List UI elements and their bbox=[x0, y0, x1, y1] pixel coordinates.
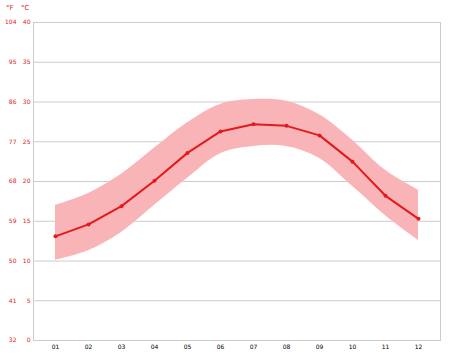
html-text:°C: °C bbox=[21, 4, 30, 12]
html-text:°F: °F bbox=[6, 4, 14, 12]
svg-text:05: 05 bbox=[184, 343, 192, 350]
svg-text:59: 59 bbox=[9, 217, 17, 224]
svg-text:06: 06 bbox=[217, 343, 225, 350]
svg-text:0: 0 bbox=[27, 336, 31, 343]
svg-text:10: 10 bbox=[23, 257, 31, 264]
svg-text:35: 35 bbox=[23, 58, 31, 65]
svg-text:40: 40 bbox=[23, 18, 31, 25]
svg-text:104: 104 bbox=[5, 18, 17, 25]
svg-text:50: 50 bbox=[9, 257, 17, 264]
svg-text:41: 41 bbox=[9, 297, 17, 304]
svg-text:02: 02 bbox=[85, 343, 93, 350]
svg-text:77: 77 bbox=[9, 138, 17, 145]
svg-text:07: 07 bbox=[250, 343, 258, 350]
svg-text:15: 15 bbox=[23, 217, 31, 224]
svg-text:01: 01 bbox=[52, 343, 60, 350]
svg-text:12: 12 bbox=[415, 343, 423, 350]
svg-text:95: 95 bbox=[9, 58, 17, 65]
svg-text:08: 08 bbox=[283, 343, 291, 350]
svg-text:04: 04 bbox=[151, 343, 159, 350]
svg-text:32: 32 bbox=[9, 336, 17, 343]
svg-text:5: 5 bbox=[27, 297, 31, 304]
svg-text:03: 03 bbox=[118, 343, 126, 350]
svg-text:20: 20 bbox=[23, 177, 31, 184]
svg-text:68: 68 bbox=[9, 177, 17, 184]
svg-text:11: 11 bbox=[382, 343, 390, 350]
svg-text:09: 09 bbox=[316, 343, 324, 350]
svg-text:10: 10 bbox=[349, 343, 357, 350]
svg-text:86: 86 bbox=[9, 98, 17, 105]
svg-text:30: 30 bbox=[23, 98, 31, 105]
svg-text:25: 25 bbox=[23, 138, 31, 145]
